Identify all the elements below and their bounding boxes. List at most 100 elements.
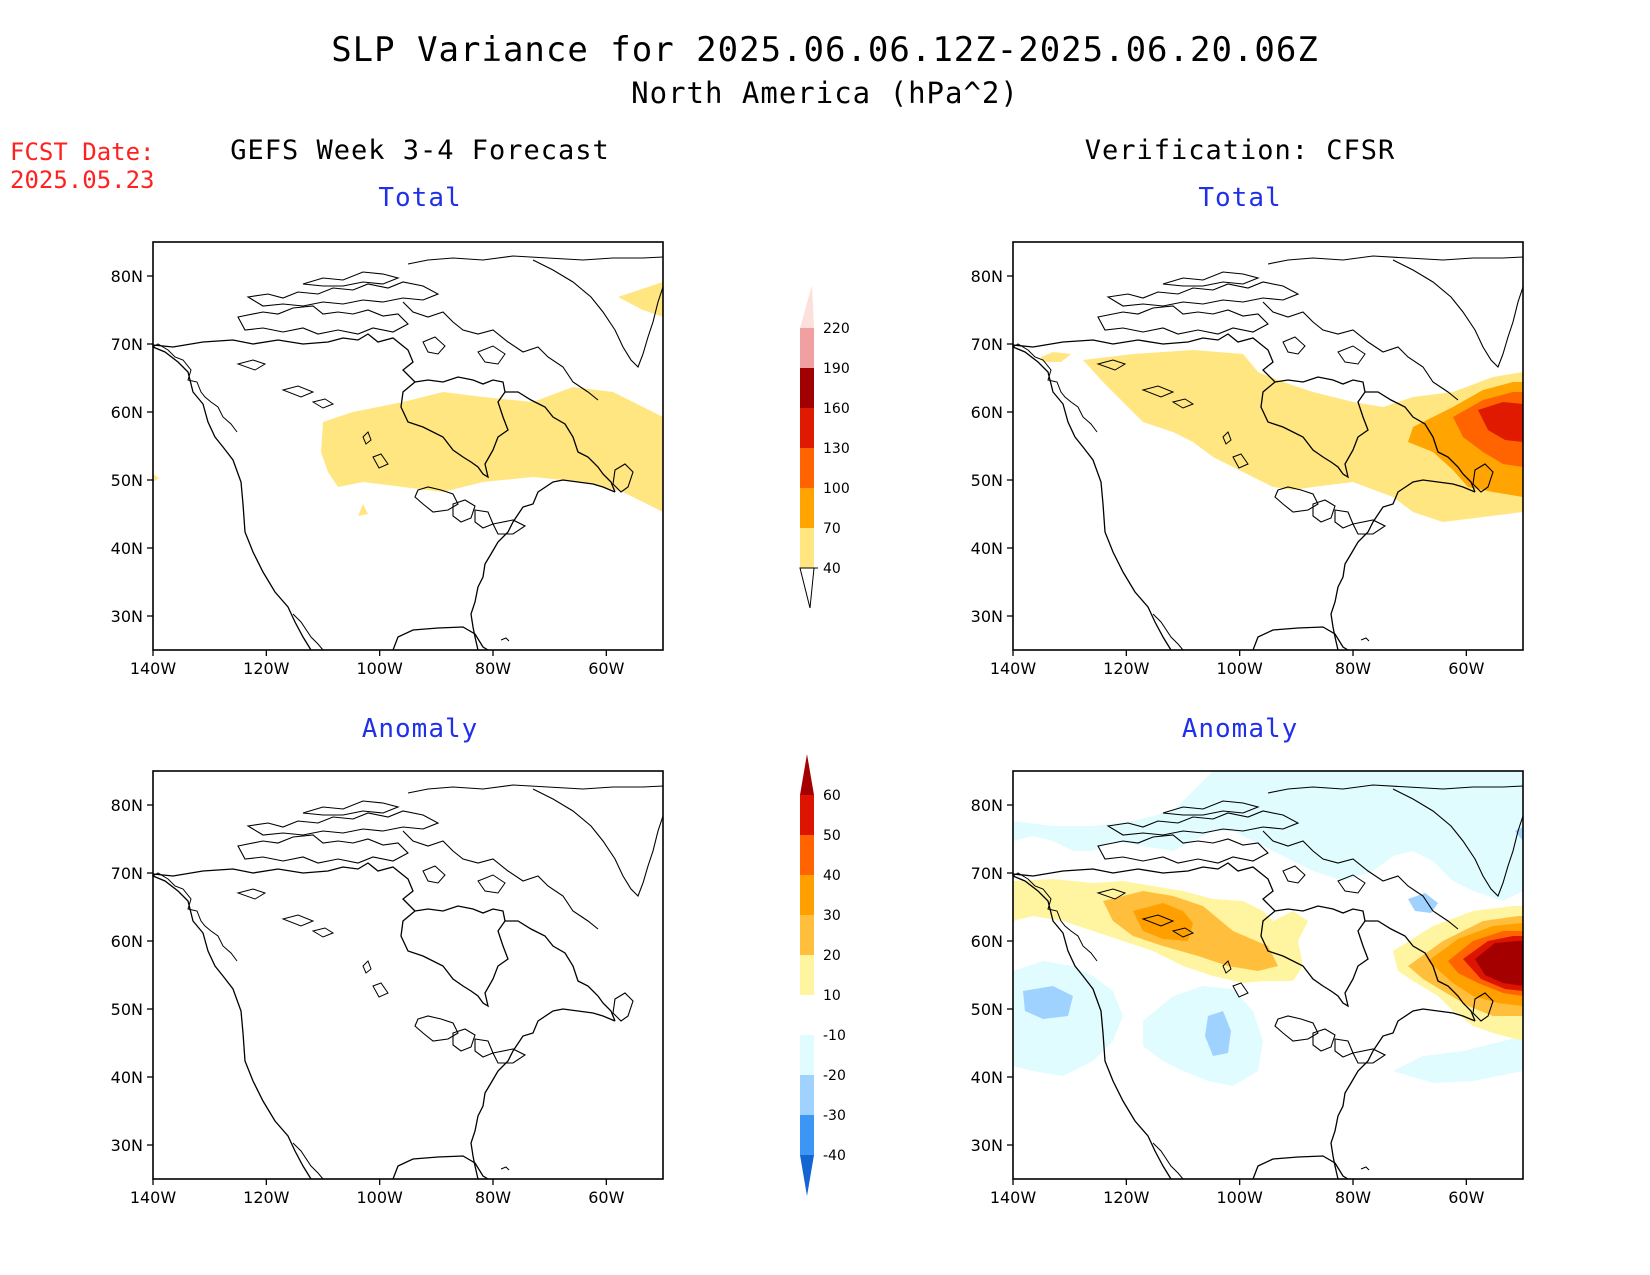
shaded-region-130-160: [1478, 402, 1523, 442]
map-panel-gefs-anomaly: [152, 770, 664, 1180]
map-frame: [152, 241, 664, 651]
lon-tick-label: 80W: [475, 1188, 511, 1207]
lon-tick-label: 120W: [1103, 659, 1150, 678]
colorbar-anomaly-bottom-arrow: [800, 1155, 814, 1196]
lat-tick-label: 40N: [971, 1068, 1003, 1087]
colorbar-anomaly-segment: [800, 1115, 814, 1155]
lat-tick-label: 60N: [111, 932, 143, 951]
colorbar-anomaly-label: 50: [823, 828, 841, 844]
lon-tick-label: 80W: [475, 659, 511, 678]
shaded-region-neg-10-20: [1143, 986, 1263, 1086]
forecast-date-label: FCST Date:: [10, 138, 155, 166]
lon-tick-label: 140W: [130, 659, 177, 678]
colorbar-total-segment: [800, 328, 814, 368]
shaded-region-neg-20-30: [1023, 986, 1073, 1019]
colorbar-anomaly-label: 10: [823, 988, 841, 1004]
colorbar-anomaly-segment: [800, 995, 814, 1035]
panel-title-gefs-total: Total: [378, 183, 462, 213]
colorbar-anomaly-label: -20: [823, 1068, 846, 1084]
lon-tick-label: 60W: [1448, 1188, 1484, 1207]
lat-tick-label: 40N: [971, 539, 1003, 558]
colorbar-anomaly-top-arrow: [800, 754, 814, 795]
forecast-date-value: 2025.05.23: [10, 166, 155, 194]
colorbar-anomaly-segment: [800, 1075, 814, 1115]
lat-tick-label: 70N: [111, 335, 143, 354]
colorbar-anomaly-label: 40: [823, 868, 841, 884]
shaded-region-40-70: [358, 504, 368, 516]
lat-tick-label: 40N: [111, 539, 143, 558]
colorbar-total-label: 220: [823, 321, 850, 337]
colorbar-anomaly: 60 50 40 30 20 10 -10 -20 -30 -40: [800, 754, 846, 1196]
colorbar-total-segment: [800, 488, 814, 528]
lon-tick-label: 120W: [1103, 1188, 1150, 1207]
map-panel-cfsr-anomaly: [1012, 770, 1524, 1180]
lat-tick-label: 30N: [111, 607, 143, 626]
lat-tick-label: 30N: [111, 1136, 143, 1155]
lat-tick-label: 50N: [971, 1000, 1003, 1019]
lat-tick-label: 30N: [971, 607, 1003, 626]
map-frame: [1012, 770, 1524, 1180]
lon-tick-label: 80W: [1335, 659, 1371, 678]
colorbar-total-label: 40: [823, 561, 841, 577]
forecast-date-block: FCST Date: 2025.05.23: [10, 138, 155, 194]
colorbar-anomaly-label: 20: [823, 948, 841, 964]
colorbar-anomaly-label: -10: [823, 1028, 846, 1044]
lon-tick-label: 140W: [990, 659, 1037, 678]
lon-tick-label: 60W: [588, 1188, 624, 1207]
map-frame: [1012, 241, 1524, 651]
lat-tick-label: 70N: [971, 335, 1003, 354]
lat-tick-label: 70N: [971, 864, 1003, 883]
map-background: [153, 771, 663, 1179]
colorbar-total-segment: [800, 528, 814, 568]
lat-tick-label: 60N: [971, 932, 1003, 951]
lat-tick-label: 70N: [111, 864, 143, 883]
panel-title-cfsr-total: Total: [1198, 183, 1282, 213]
lat-tick-label: 80N: [971, 267, 1003, 286]
lat-tick-label: 50N: [111, 471, 143, 490]
colorbar-anomaly-segment: [800, 915, 814, 955]
lon-tick-label: 80W: [1335, 1188, 1371, 1207]
colorbar-anomaly-label: -40: [823, 1148, 846, 1164]
column-header-cfsr: Verification: CFSR: [1084, 135, 1396, 166]
lat-tick-label: 30N: [971, 1136, 1003, 1155]
colorbar-anomaly-segment: [800, 835, 814, 875]
shaded-region-40-70: [153, 474, 159, 482]
shaded-region-40-70: [618, 282, 663, 317]
lon-tick-label: 120W: [243, 659, 290, 678]
shaded-region-neg-20-30: [1515, 827, 1523, 841]
lon-tick-label: 140W: [990, 1188, 1037, 1207]
column-header-gefs: GEFS Week 3-4 Forecast: [230, 135, 610, 166]
map-panel-gefs-total: [152, 241, 664, 651]
lon-tick-label: 60W: [588, 659, 624, 678]
lon-tick-label: 140W: [130, 1188, 177, 1207]
lat-tick-label: 80N: [111, 267, 143, 286]
colorbar-anomaly-segment: [800, 1035, 814, 1075]
lat-tick-label: 60N: [971, 403, 1003, 422]
colorbar-anomaly-segment: [800, 875, 814, 915]
shaded-region-40-70: [1041, 352, 1071, 362]
colorbar-total: 40 70 100 130 160 190 220: [799, 285, 850, 609]
colorbar-total-segment: [800, 368, 814, 408]
colorbar-total-label: 190: [823, 361, 850, 377]
lat-tick-label: 50N: [111, 1000, 143, 1019]
shaded-region-40-70: [1083, 350, 1523, 522]
lat-tick-label: 80N: [971, 796, 1003, 815]
panel-title-gefs-anomaly: Anomaly: [361, 714, 479, 744]
lon-tick-label: 100W: [356, 1188, 403, 1207]
colorbar-anomaly-label: 30: [823, 908, 841, 924]
colorbar-anomaly-label: 60: [823, 788, 841, 804]
colorbar-anomaly-label: -30: [823, 1108, 846, 1124]
axes-layer: 80N 70N 60N 50N 40N 30N 140W 120W 100W 80W 60W 80N 7…: [111, 267, 1485, 1207]
colorbar-total-label: 160: [823, 401, 850, 417]
lat-tick-label: 40N: [111, 1068, 143, 1087]
panel-title-cfsr-anomaly: Anomaly: [1181, 714, 1299, 744]
colorbar-total-label: 130: [823, 441, 850, 457]
colorbar-anomaly-segment: [800, 955, 814, 995]
lat-tick-label: 50N: [971, 471, 1003, 490]
lat-tick-label: 60N: [111, 403, 143, 422]
lon-tick-label: 100W: [1216, 1188, 1263, 1207]
map-frame: [152, 770, 664, 1180]
main-title: SLP Variance for 2025.06.06.12Z-2025.06.…: [331, 30, 1319, 70]
shaded-region-30-40: [1133, 903, 1193, 941]
